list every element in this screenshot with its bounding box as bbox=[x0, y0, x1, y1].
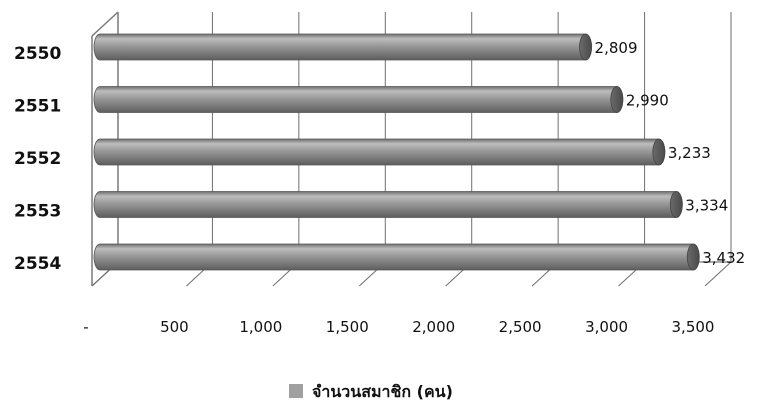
side-wall-top-edge bbox=[91, 11, 119, 37]
category-label: 2550 bbox=[14, 44, 61, 64]
category-label: 2551 bbox=[14, 97, 61, 117]
x-tick-label: 500 bbox=[160, 318, 189, 336]
bars bbox=[93, 33, 700, 271]
data-label: 3,432 bbox=[702, 249, 745, 267]
category-label: 2553 bbox=[14, 202, 61, 222]
bar bbox=[93, 86, 624, 113]
data-labels: 2,809 2,990 3,233 3,334 3,432 bbox=[595, 39, 746, 267]
bar-cap bbox=[610, 86, 624, 113]
bar-cap bbox=[579, 33, 592, 61]
legend: จำนวนสมาชิก (คน) bbox=[289, 382, 453, 401]
x-tick-label: 3,000 bbox=[585, 318, 628, 336]
bar-cap bbox=[686, 243, 700, 271]
x-tick-label: 1,000 bbox=[239, 318, 282, 336]
x-tick-label: 2,500 bbox=[499, 318, 542, 336]
x-tick-label: - bbox=[83, 318, 88, 336]
legend-label: จำนวนสมาชิก (คน) bbox=[312, 382, 453, 401]
x-tick-label: 3,500 bbox=[672, 318, 715, 336]
legend-swatch bbox=[289, 384, 303, 398]
data-label: 2,809 bbox=[595, 39, 638, 57]
bar-cap bbox=[669, 191, 683, 218]
bar bbox=[93, 138, 666, 166]
data-label: 2,990 bbox=[626, 92, 669, 110]
bar-body bbox=[93, 243, 700, 271]
x-tick-label: 1,500 bbox=[326, 318, 369, 336]
x-tick-label: 2,000 bbox=[412, 318, 455, 336]
bar bbox=[93, 243, 700, 271]
bar-body bbox=[93, 86, 624, 113]
category-label: 2552 bbox=[14, 149, 61, 169]
bar-body bbox=[93, 33, 592, 61]
bar-body bbox=[93, 191, 683, 218]
gridline-floor bbox=[704, 261, 732, 287]
bar-cap bbox=[652, 138, 666, 166]
category-label: 2554 bbox=[14, 254, 61, 274]
category-labels: 2550 2551 2552 2553 2554 bbox=[14, 44, 61, 274]
data-label: 3,233 bbox=[668, 144, 711, 162]
bar-body bbox=[93, 138, 666, 166]
data-label: 3,334 bbox=[685, 197, 728, 215]
bar bbox=[93, 191, 683, 218]
x-axis-tick-labels: - 500 1,000 1,500 2,000 2,500 3,000 3,500 bbox=[83, 318, 714, 336]
bar bbox=[93, 33, 592, 61]
